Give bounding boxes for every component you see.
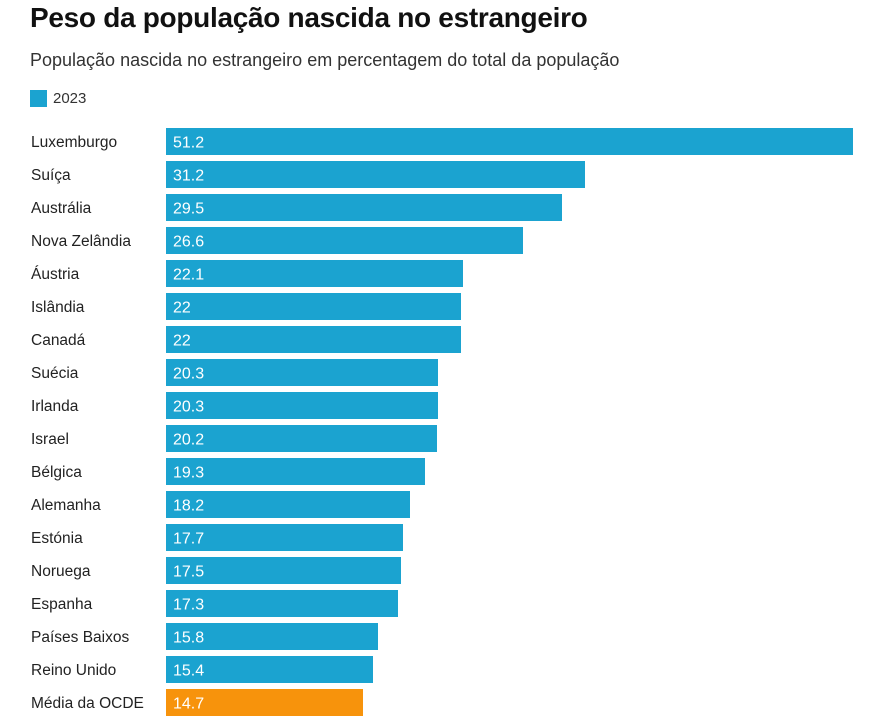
value-label: 18.2	[173, 498, 204, 515]
chart-legend: 2023	[30, 90, 86, 107]
value-label: 17.7	[173, 531, 204, 548]
category-label: Luxemburgo	[31, 134, 117, 151]
bar	[166, 326, 461, 353]
bar	[166, 623, 378, 650]
category-label: Áustria	[31, 266, 80, 283]
bar	[166, 392, 438, 419]
legend-swatch-2023	[30, 90, 47, 107]
chart-title: Peso da população nascida no estrangeiro	[30, 2, 588, 33]
category-label: Noruega	[31, 563, 91, 580]
category-label: Islândia	[31, 299, 85, 316]
category-label: Suécia	[31, 365, 79, 382]
category-label: Espanha	[31, 596, 93, 613]
bar	[166, 557, 401, 584]
category-label: Estónia	[31, 530, 83, 547]
category-label: Bélgica	[31, 464, 82, 481]
value-label: 14.7	[173, 696, 204, 713]
bar	[166, 227, 523, 254]
value-label: 19.3	[173, 465, 204, 482]
value-label: 31.2	[173, 168, 204, 185]
bar	[166, 359, 438, 386]
legend-label-2023: 2023	[53, 90, 87, 107]
bar	[166, 458, 425, 485]
bar	[166, 194, 562, 221]
bar	[166, 425, 437, 452]
category-label: Média da OCDE	[31, 695, 144, 712]
value-label: 51.2	[173, 135, 204, 152]
value-label: 22	[173, 300, 191, 317]
value-label: 20.3	[173, 399, 204, 416]
value-label: 15.4	[173, 663, 204, 680]
value-label: 22.1	[173, 267, 204, 284]
category-label: Nova Zelândia	[31, 233, 131, 250]
category-label: Suíça	[31, 167, 71, 184]
bar	[166, 161, 585, 188]
bar	[166, 260, 463, 287]
value-label: 26.6	[173, 234, 204, 251]
category-label: Israel	[31, 431, 69, 448]
value-label: 29.5	[173, 201, 204, 218]
bar	[166, 491, 410, 518]
category-label: Irlanda	[31, 398, 79, 415]
value-label: 20.2	[173, 432, 204, 449]
category-label: Austrália	[31, 200, 92, 217]
chart-subtitle: População nascida no estrangeiro em perc…	[30, 50, 620, 70]
bar	[166, 524, 403, 551]
category-label: Canadá	[31, 332, 86, 349]
value-label: 17.5	[173, 564, 204, 581]
bar	[166, 590, 398, 617]
value-label: 22	[173, 333, 191, 350]
value-label: 17.3	[173, 597, 204, 614]
category-label: Países Baixos	[31, 629, 129, 646]
bar	[166, 128, 853, 155]
value-label: 15.8	[173, 630, 204, 647]
value-label: 20.3	[173, 366, 204, 383]
bar-oecd-average	[166, 689, 363, 716]
category-label: Alemanha	[31, 497, 101, 514]
bar	[166, 293, 461, 320]
bar	[166, 656, 373, 683]
category-label: Reino Unido	[31, 662, 116, 679]
